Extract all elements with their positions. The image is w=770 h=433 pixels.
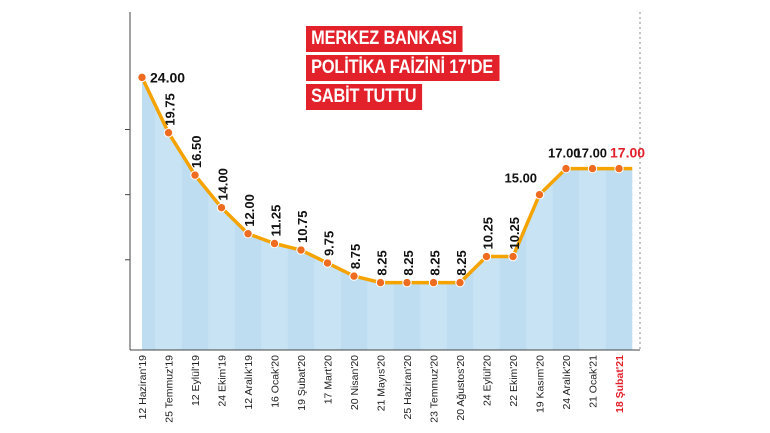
data-point <box>190 170 200 180</box>
data-point <box>375 277 386 288</box>
data-point <box>243 229 253 239</box>
data-label: 8.75 <box>348 244 363 269</box>
data-label: 17.00 <box>548 146 581 161</box>
x-tick-label: 25 Temmuz'19 <box>164 355 176 423</box>
data-point <box>561 163 571 174</box>
data-point <box>322 258 333 268</box>
x-tick-label: 25 Haziran'20 <box>402 355 414 420</box>
data-label: 10.25 <box>507 217 522 250</box>
x-tick-label: 12 Eylül'19 <box>190 355 202 406</box>
x-tick-label: 16 Ocak'20 <box>270 355 282 408</box>
headline-line-3: SABİT TUTTU <box>306 84 423 110</box>
area-band <box>605 77 633 350</box>
data-point <box>455 277 465 288</box>
data-point <box>163 128 174 138</box>
data-label: 10.25 <box>481 217 496 250</box>
headline-line-2: POLİTİKA FAİZİNİ 17'DE <box>306 55 500 81</box>
data-label: 10.75 <box>295 210 310 243</box>
x-tick-label: 18 Şubat'21 <box>614 355 626 413</box>
data-label: 17.00 <box>610 145 645 161</box>
data-label: 8.25 <box>454 250 469 275</box>
data-label: 19.75 <box>163 93 178 126</box>
data-label: 16.50 <box>189 136 204 169</box>
data-point <box>296 245 306 255</box>
x-tick-label: 24 Eylül'20 <box>482 355 494 406</box>
data-point <box>534 189 545 200</box>
data-point <box>614 163 624 174</box>
data-label: 8.25 <box>401 250 416 275</box>
data-point <box>137 72 147 83</box>
x-tick-label: 20 Ağustos'20 <box>455 355 467 421</box>
data-label: 15.00 <box>505 171 538 186</box>
x-tick-label: 20 Nisan'20 <box>349 355 361 410</box>
data-point <box>216 202 227 213</box>
data-label: 11.25 <box>269 205 284 237</box>
x-tick-label: 12 Aralık'19 <box>243 355 255 410</box>
x-tick-label: 21 Ocak'21 <box>588 355 600 408</box>
area-band <box>552 77 580 350</box>
area-band <box>142 77 156 350</box>
data-point <box>349 271 359 281</box>
headline-line-1: MERKEZ BANKASI <box>306 26 463 52</box>
data-point <box>587 163 598 174</box>
x-tick-label: 22 Ekim'20 <box>508 355 520 407</box>
data-label: 24.00 <box>150 69 185 85</box>
x-tick-label: 17 Mart'20 <box>323 355 335 404</box>
x-tick-label: 23 Temmuz'20 <box>429 355 441 423</box>
x-tick-label: 12 Haziran'19 <box>137 355 149 420</box>
data-label: 9.75 <box>322 231 337 256</box>
area-band <box>234 77 262 350</box>
data-point <box>508 251 518 262</box>
data-label: 17.00 <box>575 146 608 161</box>
data-label: 12.00 <box>242 194 257 227</box>
x-tick-label: 19 Şubat'20 <box>296 355 308 411</box>
data-label: 8.25 <box>428 250 443 275</box>
x-tick-label: 24 Aralık'20 <box>561 355 573 410</box>
data-point <box>428 277 439 288</box>
area-band <box>181 77 209 350</box>
data-point <box>402 277 412 288</box>
data-point <box>481 251 492 262</box>
data-label: 14.00 <box>216 168 231 201</box>
x-tick-label: 24 Ekim'19 <box>217 355 229 407</box>
x-tick-label: 19 Kasım'20 <box>535 355 547 413</box>
data-point <box>269 238 280 249</box>
headline: MERKEZ BANKASI POLİTİKA FAİZİNİ 17'DE SA… <box>306 26 531 110</box>
x-tick-label: 21 Mayıs'20 <box>376 355 388 411</box>
data-label: 8.25 <box>375 250 390 275</box>
